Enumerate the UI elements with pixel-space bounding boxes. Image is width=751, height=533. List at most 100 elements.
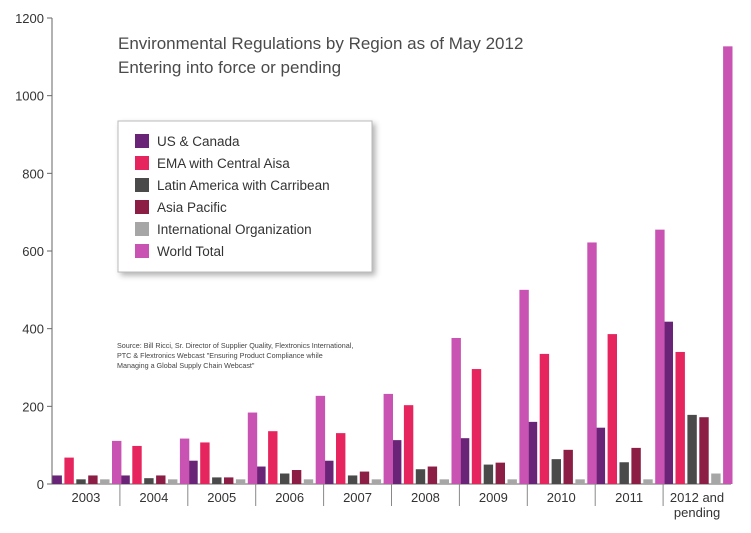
bar (256, 466, 266, 484)
bar (403, 405, 414, 484)
bar (291, 470, 302, 484)
y-tick-label: 1000 (15, 89, 44, 104)
bar (235, 479, 246, 484)
bar (527, 421, 538, 484)
bar (563, 449, 573, 484)
bar (188, 460, 198, 484)
bar (315, 395, 326, 484)
bar (168, 479, 178, 484)
legend-label: Latin America with Carribean (157, 178, 330, 193)
bar (519, 289, 529, 484)
legend-box (117, 120, 373, 273)
bar (663, 321, 673, 484)
bar (224, 477, 234, 484)
bar (495, 462, 505, 484)
bar (52, 475, 62, 484)
bar (539, 353, 550, 484)
bar (64, 457, 74, 484)
bar (392, 440, 402, 484)
legend-swatch (135, 178, 149, 192)
source-note-line: Source: Bill Ricci, Sr. Director of Supp… (117, 341, 353, 350)
x-tick-label: pending (674, 505, 720, 520)
bar (459, 438, 470, 484)
x-tick-label: 2004 (139, 490, 168, 505)
legend-label: World Total (157, 244, 224, 259)
bar (551, 459, 561, 484)
bar (723, 46, 733, 485)
legend-label: Asia Pacific (157, 200, 227, 215)
legend-swatch (135, 222, 149, 236)
source-note-line: PTC & Flextronics Webcast "Ensuring Prod… (117, 351, 323, 360)
bar (179, 438, 190, 484)
bar (100, 479, 110, 484)
bar (595, 427, 606, 484)
chart-title: Environmental Regulations by Region as o… (118, 34, 523, 53)
source-note: Source: Bill Ricci, Sr. Director of Supp… (117, 341, 353, 370)
bar (268, 431, 278, 484)
bar (427, 466, 438, 484)
bar (120, 475, 130, 484)
bar (156, 475, 166, 484)
bar (212, 477, 222, 484)
x-tick-label: 2005 (207, 490, 236, 505)
bar (711, 473, 721, 484)
legend-swatch (135, 134, 149, 148)
bar (675, 351, 685, 484)
x-tick-label: 2010 (547, 490, 576, 505)
bar (280, 473, 290, 484)
y-tick-label: 1200 (15, 11, 44, 26)
x-tick-label: 2012 and (670, 490, 724, 505)
x-tick-label: 2008 (411, 490, 440, 505)
bar (247, 412, 258, 484)
bar (324, 460, 334, 484)
bar (144, 478, 154, 484)
y-tick-label: 0 (37, 477, 44, 492)
x-tick-label: 2009 (479, 490, 508, 505)
bar (631, 447, 641, 484)
bars (52, 46, 733, 485)
x-tick-label: 2003 (71, 490, 100, 505)
bar (587, 242, 597, 484)
y-tick-label: 800 (22, 166, 44, 181)
bar (471, 369, 482, 484)
legend-label: EMA with Central Aisa (157, 156, 290, 171)
legend-swatch (135, 156, 149, 170)
bar (575, 479, 585, 484)
y-tick-label: 400 (22, 322, 44, 337)
bar (359, 471, 370, 484)
legend: US & Canada EMA with Central Aisa Latin Am… (117, 120, 373, 273)
chart-subtitle: Entering into force or pending (118, 58, 341, 77)
bar (76, 479, 86, 484)
bar (687, 414, 697, 484)
bar (439, 479, 449, 484)
legend-swatch (135, 200, 149, 214)
source-note-line: Managing a Global Supply Chain Webcast" (117, 361, 255, 370)
bar (383, 393, 393, 484)
bar (483, 464, 494, 484)
bar (655, 229, 665, 484)
bar (607, 334, 617, 484)
x-tick-label: 2006 (275, 490, 304, 505)
x-tick-label: 2007 (343, 490, 372, 505)
bar (643, 479, 653, 484)
bar (112, 440, 122, 484)
bar (336, 433, 346, 484)
bar (200, 442, 210, 484)
bar (619, 462, 629, 484)
bar (371, 479, 382, 484)
bar (88, 475, 98, 484)
y-tick-label: 600 (22, 244, 44, 259)
x-tick-label: 2011 (615, 490, 643, 505)
legend-swatch (135, 244, 149, 258)
legend-label: US & Canada (157, 134, 240, 149)
bar (303, 479, 314, 484)
bar (347, 475, 358, 484)
legend-label: International Organization (157, 222, 312, 237)
axes: 0 200 400 600 800 1000 1200 2003 2004 2005 2006 200… (15, 11, 731, 520)
y-tick-label: 200 (22, 399, 44, 414)
bar (451, 337, 461, 484)
bar (132, 445, 142, 484)
bar (507, 479, 517, 484)
bar (415, 469, 426, 484)
